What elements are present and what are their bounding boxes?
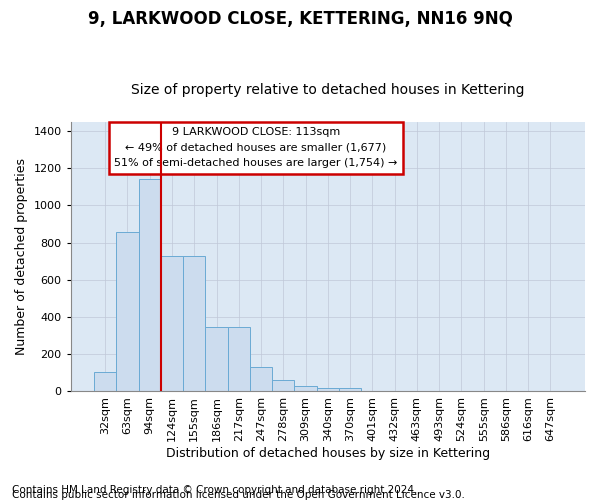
Text: 9, LARKWOOD CLOSE, KETTERING, NN16 9NQ: 9, LARKWOOD CLOSE, KETTERING, NN16 9NQ (88, 10, 512, 28)
Bar (94, 372, 116, 392)
Bar (317, 388, 339, 392)
Text: Contains HM Land Registry data © Crown copyright and database right 2024.: Contains HM Land Registry data © Crown c… (12, 485, 418, 495)
X-axis label: Distribution of detached houses by size in Kettering: Distribution of detached houses by size … (166, 447, 490, 460)
Bar (295, 386, 317, 392)
Bar (272, 380, 295, 392)
Title: Size of property relative to detached houses in Kettering: Size of property relative to detached ho… (131, 83, 524, 97)
Bar (139, 180, 161, 392)
Text: 9 LARKWOOD CLOSE: 113sqm
← 49% of detached houses are smaller (1,677)
51% of sem: 9 LARKWOOD CLOSE: 113sqm ← 49% of detach… (114, 127, 398, 168)
Text: Contains public sector information licensed under the Open Government Licence v3: Contains public sector information licen… (12, 490, 465, 500)
Bar (161, 256, 183, 392)
Bar (183, 256, 205, 392)
Bar (205, 328, 227, 392)
Y-axis label: Number of detached properties: Number of detached properties (15, 158, 28, 355)
Bar (227, 328, 250, 392)
Bar (116, 232, 139, 392)
Bar (339, 388, 361, 392)
Bar (250, 368, 272, 392)
